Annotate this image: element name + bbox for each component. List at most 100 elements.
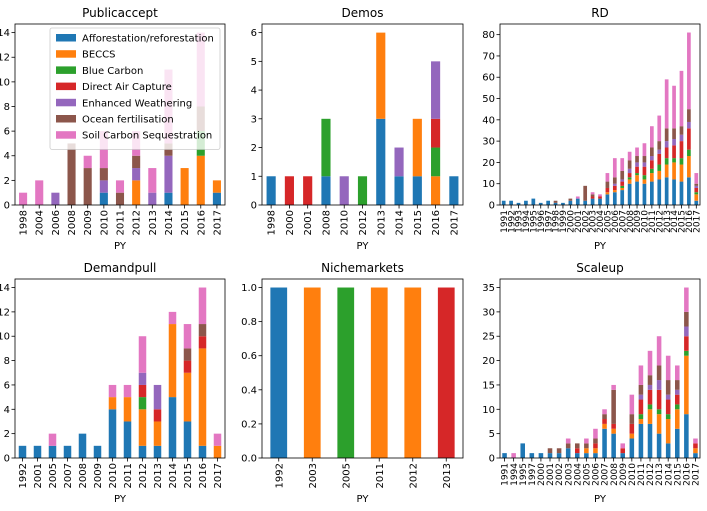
bar-soil-carbon-sequestration-2003 <box>590 192 595 195</box>
panel-title: Demandpull <box>84 261 157 275</box>
bar-soil-carbon-sequestration-2015 <box>183 324 192 349</box>
bar-soil-carbon-sequestration-2009 <box>83 155 92 169</box>
bar-soil-carbon-sequestration-2013 <box>656 336 662 366</box>
legend-swatch-beccs <box>56 50 76 58</box>
bar-afforestation-reforestation-2013 <box>656 433 662 458</box>
x-tick-label: 2015 <box>673 463 683 486</box>
bar-afforestation-reforestation-2004 <box>598 198 602 205</box>
bar-ocean-fertilisation-2015 <box>183 348 192 361</box>
bar-afforestation-reforestation-1991 <box>502 453 507 458</box>
bar-afforestation-reforestation-2010 <box>642 183 647 205</box>
x-tick-label: 1992 <box>507 210 517 233</box>
legend-label-blue-carbon: Blue Carbon <box>82 66 143 77</box>
bar-direct-air-capture-2007 <box>620 181 625 186</box>
bar-ocean-fertilisation-2015 <box>679 126 684 135</box>
bar-beccs-2012 <box>132 180 141 205</box>
bar-soil-carbon-sequestration-2011 <box>123 384 132 398</box>
bar-beccs-2015 <box>679 164 684 182</box>
bar-afforestation-reforestation-1996 <box>538 202 543 205</box>
bar-beccs-2015 <box>412 118 422 177</box>
bar-ocean-fertilisation-2011 <box>115 192 125 205</box>
y-tick-label: 6 <box>4 380 10 391</box>
x-tick-label: 1996 <box>537 210 547 233</box>
bar-afforestation-reforestation-1999 <box>561 202 565 205</box>
panel-nichemarkets: 0.0 0.2 0.4 0.6 0.8 1.0 1992 2003 2005 2011 2012 20… <box>241 261 464 505</box>
x-tick-label: 2014 <box>395 210 406 235</box>
bar-soil-carbon-sequestration-2005 <box>584 438 589 444</box>
bar-direct-air-capture-2015 <box>679 141 684 159</box>
y-tick-label: 4 <box>251 86 257 97</box>
y-tick-label: 2 <box>251 143 257 154</box>
legend-label-soil-carbon-sequestration: Soil Carbon Sequestration <box>82 131 212 142</box>
bar-blue-carbon-2011 <box>650 168 654 174</box>
bar-soil-carbon-sequestration-2014 <box>168 311 177 325</box>
y-tick-label: 1.0 <box>241 283 257 294</box>
x-tick-label: 1997 <box>544 210 554 233</box>
y-tick-label: 6 <box>251 28 257 39</box>
y-tick-label: 0 <box>489 201 495 212</box>
bar-beccs-2010 <box>108 397 117 410</box>
x-tick-label: 1997 <box>528 463 538 486</box>
bar-afforestation-reforestation-2005 <box>584 453 589 458</box>
bar-afforestation-reforestation-2016 <box>684 414 689 458</box>
bar-beccs-2010 <box>629 433 635 439</box>
x-tick-label: 2011 <box>123 463 134 488</box>
bar-beccs-2013 <box>664 164 669 178</box>
bar-direct-air-capture-2016 <box>198 336 207 349</box>
bar-ocean-fertilisation-2011 <box>638 384 644 395</box>
x-tick-label: 1991 <box>501 463 511 486</box>
x-tick-label: 2017 <box>692 210 702 233</box>
bar-blue-carbon-2012 <box>357 176 368 205</box>
x-tick-label: 2000 <box>567 210 577 233</box>
bar-ocean-fertilisation-2016 <box>687 109 691 122</box>
bar-afforestation-reforestation-2017 <box>212 192 221 205</box>
bar-afforestation-reforestation-2014 <box>665 443 671 458</box>
bar-blue-carbon-2007 <box>620 185 625 188</box>
bar-ocean-fertilisation-2006 <box>593 438 598 444</box>
bar-enhanced-weathering-2013 <box>153 384 162 410</box>
bar-enhanced-weathering-2012 <box>657 149 662 154</box>
y-tick-label: 10 <box>0 332 10 343</box>
bar-beccs-2012 <box>404 287 422 458</box>
bar-soil-carbon-sequestration-2016 <box>684 287 689 312</box>
bar-ocean-fertilisation-2007 <box>620 170 625 180</box>
bar-afforestation-reforestation-2013 <box>153 445 162 458</box>
x-tick-label: 2010 <box>99 210 110 235</box>
y-tick-label: 0.8 <box>241 317 257 328</box>
bar-direct-air-capture-2015 <box>183 360 192 373</box>
x-tick-label: 2006 <box>611 210 621 233</box>
bar-afforestation-reforestation-2017 <box>694 200 699 205</box>
y-tick-label: 0.6 <box>241 351 257 362</box>
x-tick-label: 2001 <box>303 210 314 235</box>
y-tick-label: 0 <box>489 454 495 465</box>
bar-soil-carbon-sequestration-2010 <box>108 384 117 398</box>
x-tick-label: 1994 <box>510 463 520 486</box>
bar-soil-carbon-sequestration-2015 <box>675 365 680 381</box>
bar-afforestation-reforestation-2003 <box>565 448 571 458</box>
x-tick-label: 2017 <box>449 210 460 235</box>
x-tick-label: 1992 <box>274 463 285 488</box>
bar-blue-carbon-2012 <box>138 397 147 410</box>
bar-soil-carbon-sequestration-2003 <box>565 438 571 444</box>
bar-afforestation-reforestation-2012 <box>138 445 147 458</box>
bar-afforestation-reforestation-2017 <box>693 453 698 458</box>
y-tick-label: 3 <box>251 114 257 125</box>
bar-direct-air-capture-2016 <box>431 118 441 148</box>
bar-ocean-fertilisation-2002 <box>583 185 588 201</box>
x-tick-label: 2008 <box>626 210 636 233</box>
bar-blue-carbon-2014 <box>672 158 676 163</box>
x-tick-label: 2011 <box>637 463 647 486</box>
bar-soil-carbon-sequestration-2011 <box>650 126 654 148</box>
bar-soil-carbon-sequestration-2004 <box>598 194 602 197</box>
y-tick-label: 0 <box>4 454 10 465</box>
bar-soil-carbon-sequestration-2009 <box>635 147 639 157</box>
bar-enhanced-weathering-2010 <box>99 180 108 193</box>
y-tick-label: 5 <box>251 57 257 68</box>
x-tick-label: 2017 <box>213 463 224 488</box>
bar-afforestation-reforestation-2015 <box>679 181 684 205</box>
legend-label-direct-air-capture: Direct Air Capture <box>82 82 172 93</box>
panel-title: RD <box>591 6 609 20</box>
x-tick-label: 2005 <box>604 210 614 233</box>
x-tick-label: 1999 <box>559 210 569 233</box>
bar-soil-carbon-sequestration-2017 <box>693 438 698 444</box>
